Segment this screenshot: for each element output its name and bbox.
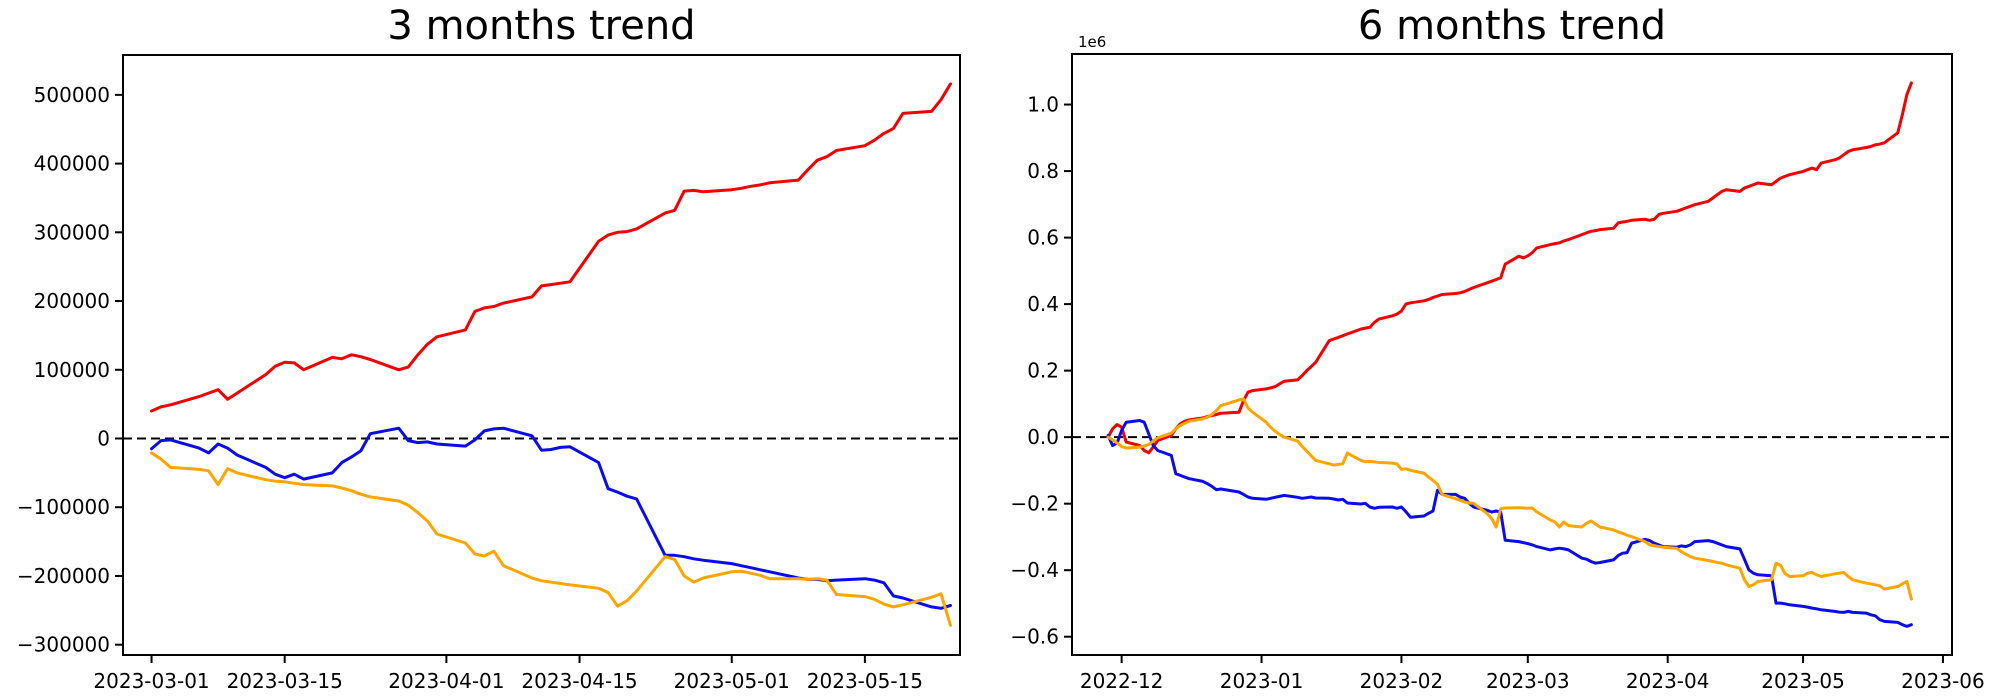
x-tick-label: 2023-03-01 [93,669,209,693]
y-tick-label: 400000 [34,152,110,176]
y-tick-label: 300000 [34,220,110,244]
red-series-line [150,82,952,413]
x-tick-label: 2023-03-15 [227,669,343,693]
y-tick-label: 0.8 [1027,159,1059,183]
y-tick-label: 0.6 [1027,226,1059,250]
y-tick-label: −0.4 [1010,558,1059,582]
x-tick-label: 2023-05-15 [807,669,923,693]
x-tick-label: 2023-05 [1761,669,1845,693]
y-tick-label: −300000 [17,633,110,657]
chart-title-3-months: 3 months trend [387,3,696,49]
y-tick-label: −0.2 [1010,492,1059,516]
y-tick-label: 0.4 [1027,292,1059,316]
y-tick-label: 500000 [34,83,110,107]
y-tick-label: −200000 [17,564,110,588]
y-tick-label: 0.2 [1027,359,1059,383]
x-tick-label: 2022-12 [1080,669,1164,693]
x-tick-label: 2023-02 [1360,669,1444,693]
y-axis-offset-label: 1e6 [1078,33,1106,51]
x-tick-label: 2023-05-01 [674,669,790,693]
x-tick-label: 2023-01 [1220,669,1304,693]
y-tick-label: 0.0 [1027,425,1059,449]
plot-border [122,54,961,656]
x-tick-label: 2023-04 [1626,669,1710,693]
orange-series-line [150,451,952,627]
six-months-trend-plot: 2022-12 2023-01 2023-02 2023-03 2023-04 2023-… [1010,33,1984,693]
chart-title-6-months: 6 months trend [1357,3,1667,49]
x-tick-label: 2023-04-01 [388,669,504,693]
y-tick-label: 0 [97,427,110,451]
y-tick-label: 1.0 [1027,93,1059,117]
three-months-trend-plot: 2023-03-01 2023-03-15 2023-04-01 2023-04-15… [17,54,961,693]
blue-series-line [1106,419,1913,628]
y-tick-label: −100000 [17,495,110,519]
y-tick-label: −0.6 [1010,625,1059,649]
y-tick-label: 200000 [34,289,110,313]
x-tick-label: 2023-04-15 [521,669,637,693]
x-tick-label: 2023-03 [1486,669,1570,693]
y-tick-label: 100000 [34,358,110,382]
x-tick-label: 2023-06 [1901,669,1985,693]
plot-border [1071,53,1953,656]
orange-series-line [1106,397,1913,601]
red-series-line [1106,81,1913,455]
